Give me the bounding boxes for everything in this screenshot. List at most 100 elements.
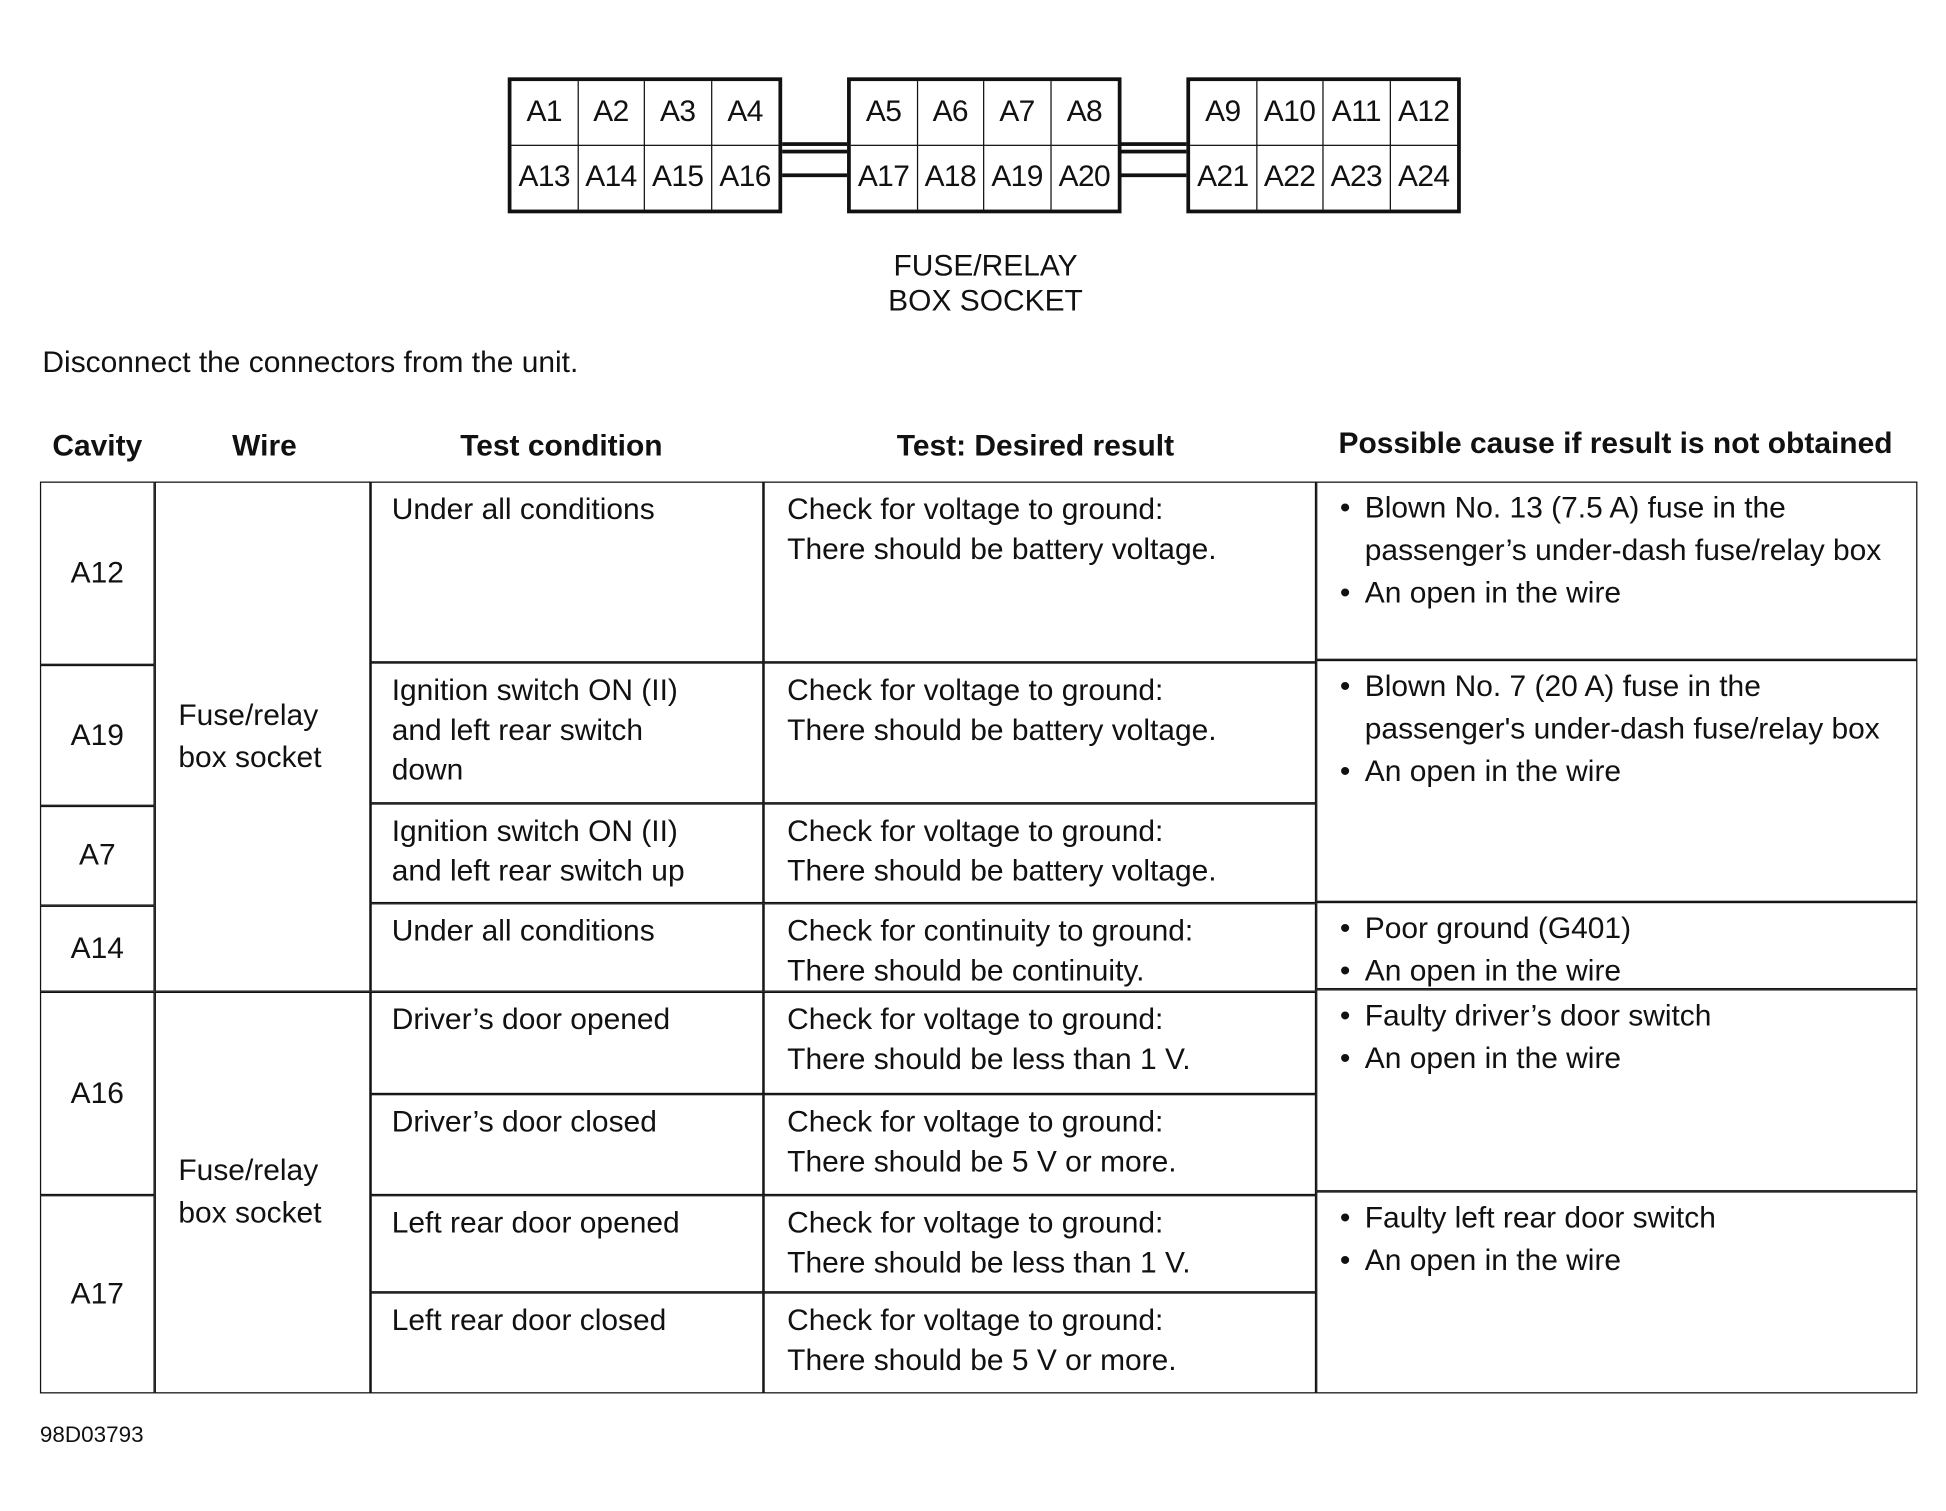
connector-pin: A17 bbox=[851, 145, 918, 210]
connector-pin: A23 bbox=[1324, 145, 1391, 210]
connector-pin: A13 bbox=[511, 145, 579, 210]
cause-item: An open in the wire bbox=[1340, 751, 1904, 793]
result-line: There should be battery voltage. bbox=[787, 713, 1217, 748]
result-line: There should be battery voltage. bbox=[787, 854, 1217, 889]
connector-link bbox=[782, 149, 848, 154]
condition-line: Ignition switch ON (II) bbox=[391, 814, 678, 849]
test-condition-cell: Driver’s door closed bbox=[370, 1094, 764, 1196]
caption-line: BOX SOCKET bbox=[888, 284, 1083, 319]
connector-block: A1 A2 A3 A4 A13 A14 A15 A16 bbox=[507, 77, 783, 214]
wire-label: Fuse/relay box socket bbox=[178, 694, 321, 779]
test-condition-cell: Left rear door opened bbox=[370, 1195, 764, 1293]
possible-cause-cell: Blown No. 13 (7.5 A) fuse in the passeng… bbox=[1316, 481, 1918, 660]
header-cavity: Cavity bbox=[52, 429, 143, 463]
connector-pin: A11 bbox=[1323, 81, 1391, 146]
wire-cell: Fuse/relay box socket bbox=[154, 991, 371, 1394]
cavity-cell: A7 bbox=[39, 805, 155, 906]
condition-line: down bbox=[391, 753, 464, 788]
cause-item: An open in the wire bbox=[1340, 951, 1904, 993]
connector-pin: A19 bbox=[984, 145, 1052, 210]
result-line: There should be 5 V or more. bbox=[787, 1145, 1177, 1179]
header-wire: Wire bbox=[232, 429, 297, 463]
desired-result-cell: Check for voltage to ground: There should… bbox=[763, 662, 1317, 804]
wire-label-line: Fuse/relay bbox=[178, 697, 319, 732]
condition-line: Under all conditions bbox=[391, 492, 655, 527]
test-condition-cell: Left rear door closed bbox=[370, 1292, 764, 1394]
cause-list: Faulty driver’s door switchAn open in th… bbox=[1340, 996, 1904, 1081]
result-line: Check for voltage to ground: bbox=[787, 492, 1164, 527]
result-line: There should be continuity. bbox=[787, 954, 1145, 989]
connector-pin: A5 bbox=[850, 81, 918, 146]
connector-link bbox=[1120, 149, 1187, 154]
condition-line: and left rear switch bbox=[391, 713, 643, 748]
wire-cell: Fuse/relay box socket bbox=[154, 481, 371, 992]
test-condition-cell: Driver’s door opened bbox=[370, 991, 764, 1095]
connector-pin: A9 bbox=[1190, 81, 1257, 146]
connector-link bbox=[782, 142, 848, 146]
connector-pin: A3 bbox=[644, 81, 712, 146]
cavity-label: A19 bbox=[70, 717, 124, 752]
header-possible-cause: Possible cause if result is not obtained bbox=[1338, 426, 1893, 461]
cavity-cell: A17 bbox=[39, 1195, 155, 1394]
result-line: Check for voltage to ground: bbox=[787, 1105, 1164, 1139]
connector-pin: A22 bbox=[1257, 145, 1324, 210]
result-line: There should be battery voltage. bbox=[787, 532, 1217, 567]
possible-cause-cell: Blown No. 7 (20 A) fuse in the passenger… bbox=[1316, 659, 1918, 902]
condition-line: Left rear door closed bbox=[391, 1303, 667, 1338]
result-line: Check for voltage to ground: bbox=[787, 1303, 1164, 1338]
result-line: Check for voltage to ground: bbox=[787, 814, 1164, 849]
desired-result-cell: Check for voltage to ground: There should… bbox=[763, 991, 1317, 1095]
wire-label-line: Fuse/relay bbox=[178, 1153, 319, 1188]
result-line: Check for continuity to ground: bbox=[787, 914, 1194, 949]
result-line: Check for voltage to ground: bbox=[787, 1206, 1164, 1241]
test-condition-cell: Under all conditions bbox=[370, 481, 764, 663]
desired-result-cell: Check for voltage to ground: There should… bbox=[763, 481, 1317, 663]
cause-list: Blown No. 13 (7.5 A) fuse in the passeng… bbox=[1340, 488, 1904, 615]
cavity-cell: A19 bbox=[39, 664, 155, 806]
connector-pin: A10 bbox=[1256, 81, 1324, 146]
desired-result-cell: Check for voltage to ground: There should… bbox=[763, 1195, 1317, 1293]
result-line: There should be less than 1 V. bbox=[787, 1246, 1191, 1280]
header-desired-result: Test: Desired result bbox=[896, 429, 1175, 463]
connector-pin: A8 bbox=[1051, 81, 1118, 146]
condition-line: Under all conditions bbox=[391, 914, 655, 949]
connector-pin: A4 bbox=[711, 81, 779, 146]
connector-block: A9 A10 A11 A12 A21 A22 A23 A24 bbox=[1186, 77, 1461, 214]
connector-pin: A15 bbox=[645, 145, 712, 210]
cavity-label: A7 bbox=[78, 838, 116, 873]
instruction-text: Disconnect the connectors from the unit. bbox=[42, 345, 579, 380]
cavity-label: A16 bbox=[70, 1075, 124, 1110]
result-line: Check for voltage to ground: bbox=[787, 673, 1164, 708]
cavity-label: A12 bbox=[70, 555, 124, 590]
cause-item: Faulty driver’s door switch bbox=[1340, 996, 1904, 1038]
connector-pin: A16 bbox=[719, 159, 771, 194]
test-condition-cell: Ignition switch ON (II) and left rear swi… bbox=[370, 662, 764, 804]
result-line: There should be less than 1 V. bbox=[787, 1042, 1191, 1077]
cause-item: Poor ground (G401) bbox=[1340, 908, 1904, 950]
cause-list: Poor ground (G401)An open in the wire bbox=[1340, 908, 1904, 993]
connector-block: A5 A6 A7 A8 A17 A18 A19 A20 bbox=[847, 77, 1122, 214]
cause-list: Blown No. 7 (20 A) fuse in the passenger… bbox=[1340, 666, 1904, 793]
condition-line: and left rear switch up bbox=[391, 854, 685, 889]
possible-cause-cell: Poor ground (G401)An open in the wire bbox=[1316, 901, 1918, 993]
desired-result-cell: Check for continuity to ground: There sho… bbox=[763, 903, 1317, 992]
caption-line: FUSE/RELAY bbox=[893, 249, 1078, 284]
condition-line: Driver’s door opened bbox=[391, 1002, 671, 1037]
condition-line: Driver’s door closed bbox=[391, 1105, 657, 1139]
wire-label: Fuse/relay box socket bbox=[178, 1150, 321, 1235]
connector-pin: A2 bbox=[578, 81, 645, 146]
desired-result-cell: Check for voltage to ground: There should… bbox=[763, 1292, 1317, 1394]
cause-item: Faulty left rear door switch bbox=[1340, 1198, 1904, 1240]
connector-pin: A20 bbox=[1058, 159, 1111, 194]
connector-pin: A7 bbox=[984, 81, 1052, 146]
condition-line: Left rear door opened bbox=[391, 1206, 680, 1241]
condition-line: Ignition switch ON (II) bbox=[391, 673, 678, 708]
test-condition-cell: Ignition switch ON (II) and left rear swi… bbox=[370, 803, 764, 904]
test-condition-cell: Under all conditions bbox=[370, 903, 764, 992]
connector-pin: A21 bbox=[1190, 145, 1257, 210]
connector-pin: A6 bbox=[917, 81, 985, 146]
connector-pin: A18 bbox=[918, 145, 985, 210]
possible-cause-cell: Faulty left rear door switchAn open in t… bbox=[1316, 1191, 1918, 1394]
connector-pin: A14 bbox=[578, 145, 645, 210]
